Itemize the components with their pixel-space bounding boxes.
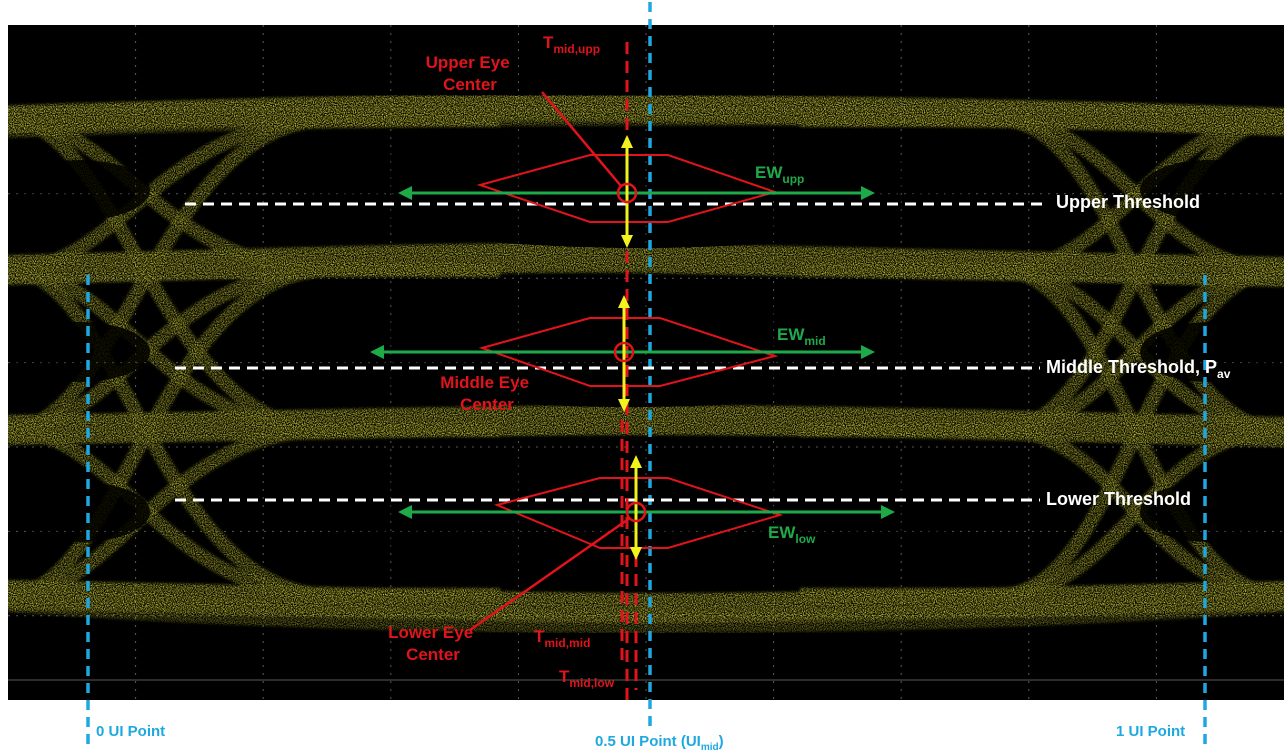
- middle-eye-mask: [478, 317, 779, 387]
- ui-05-label: 0.5 UI Point (UImid): [595, 733, 724, 753]
- lower-threshold-label: Lower Threshold: [1046, 489, 1191, 509]
- tmid-lines: [620, 42, 638, 700]
- ui-markers: [86, 2, 1207, 745]
- t-mid-low-label: Tmid,low: [559, 667, 615, 690]
- ew-upp-label: EWupp: [755, 163, 804, 186]
- ui-0-label: 0 UI Point: [96, 723, 165, 740]
- lower-eye-mask: [493, 477, 784, 549]
- middle-threshold-label: Middle Threshold, Pav: [1046, 357, 1231, 381]
- label-pointers: [469, 91, 631, 632]
- lower-eye-center-label: Lower Eye Center: [388, 623, 478, 664]
- eh-mid-arrow: [618, 295, 630, 412]
- eye-centers: [613, 182, 647, 523]
- upper-eye-center-label: Upper Eye Center: [426, 53, 515, 94]
- ew-low-label: EWlow: [768, 523, 816, 546]
- ew-mid-label: EWmid: [777, 325, 826, 348]
- lower-eye-center-circle: [625, 501, 647, 523]
- t-mid-upp-label: Tmid,upp: [543, 33, 600, 56]
- middle-eye-center-label: Middle Eye Center: [440, 373, 534, 414]
- upper-center-pointer: [541, 91, 622, 187]
- ew-low-arrow: [398, 505, 895, 519]
- eh-upp-arrow: [621, 135, 633, 248]
- ui-1-label: 1 UI Point: [1116, 723, 1185, 740]
- eye-height-arrows: [618, 135, 642, 560]
- eh-low-arrow: [630, 455, 642, 560]
- lower-center-pointer: [469, 516, 631, 632]
- upper-eye-center-circle: [616, 182, 638, 204]
- upper-threshold-label: Upper Threshold: [1056, 192, 1200, 212]
- middle-eye-center-circle: [613, 341, 635, 363]
- threshold-lines: [175, 202, 1045, 502]
- t-mid-mid-label: Tmid,mid: [534, 627, 590, 650]
